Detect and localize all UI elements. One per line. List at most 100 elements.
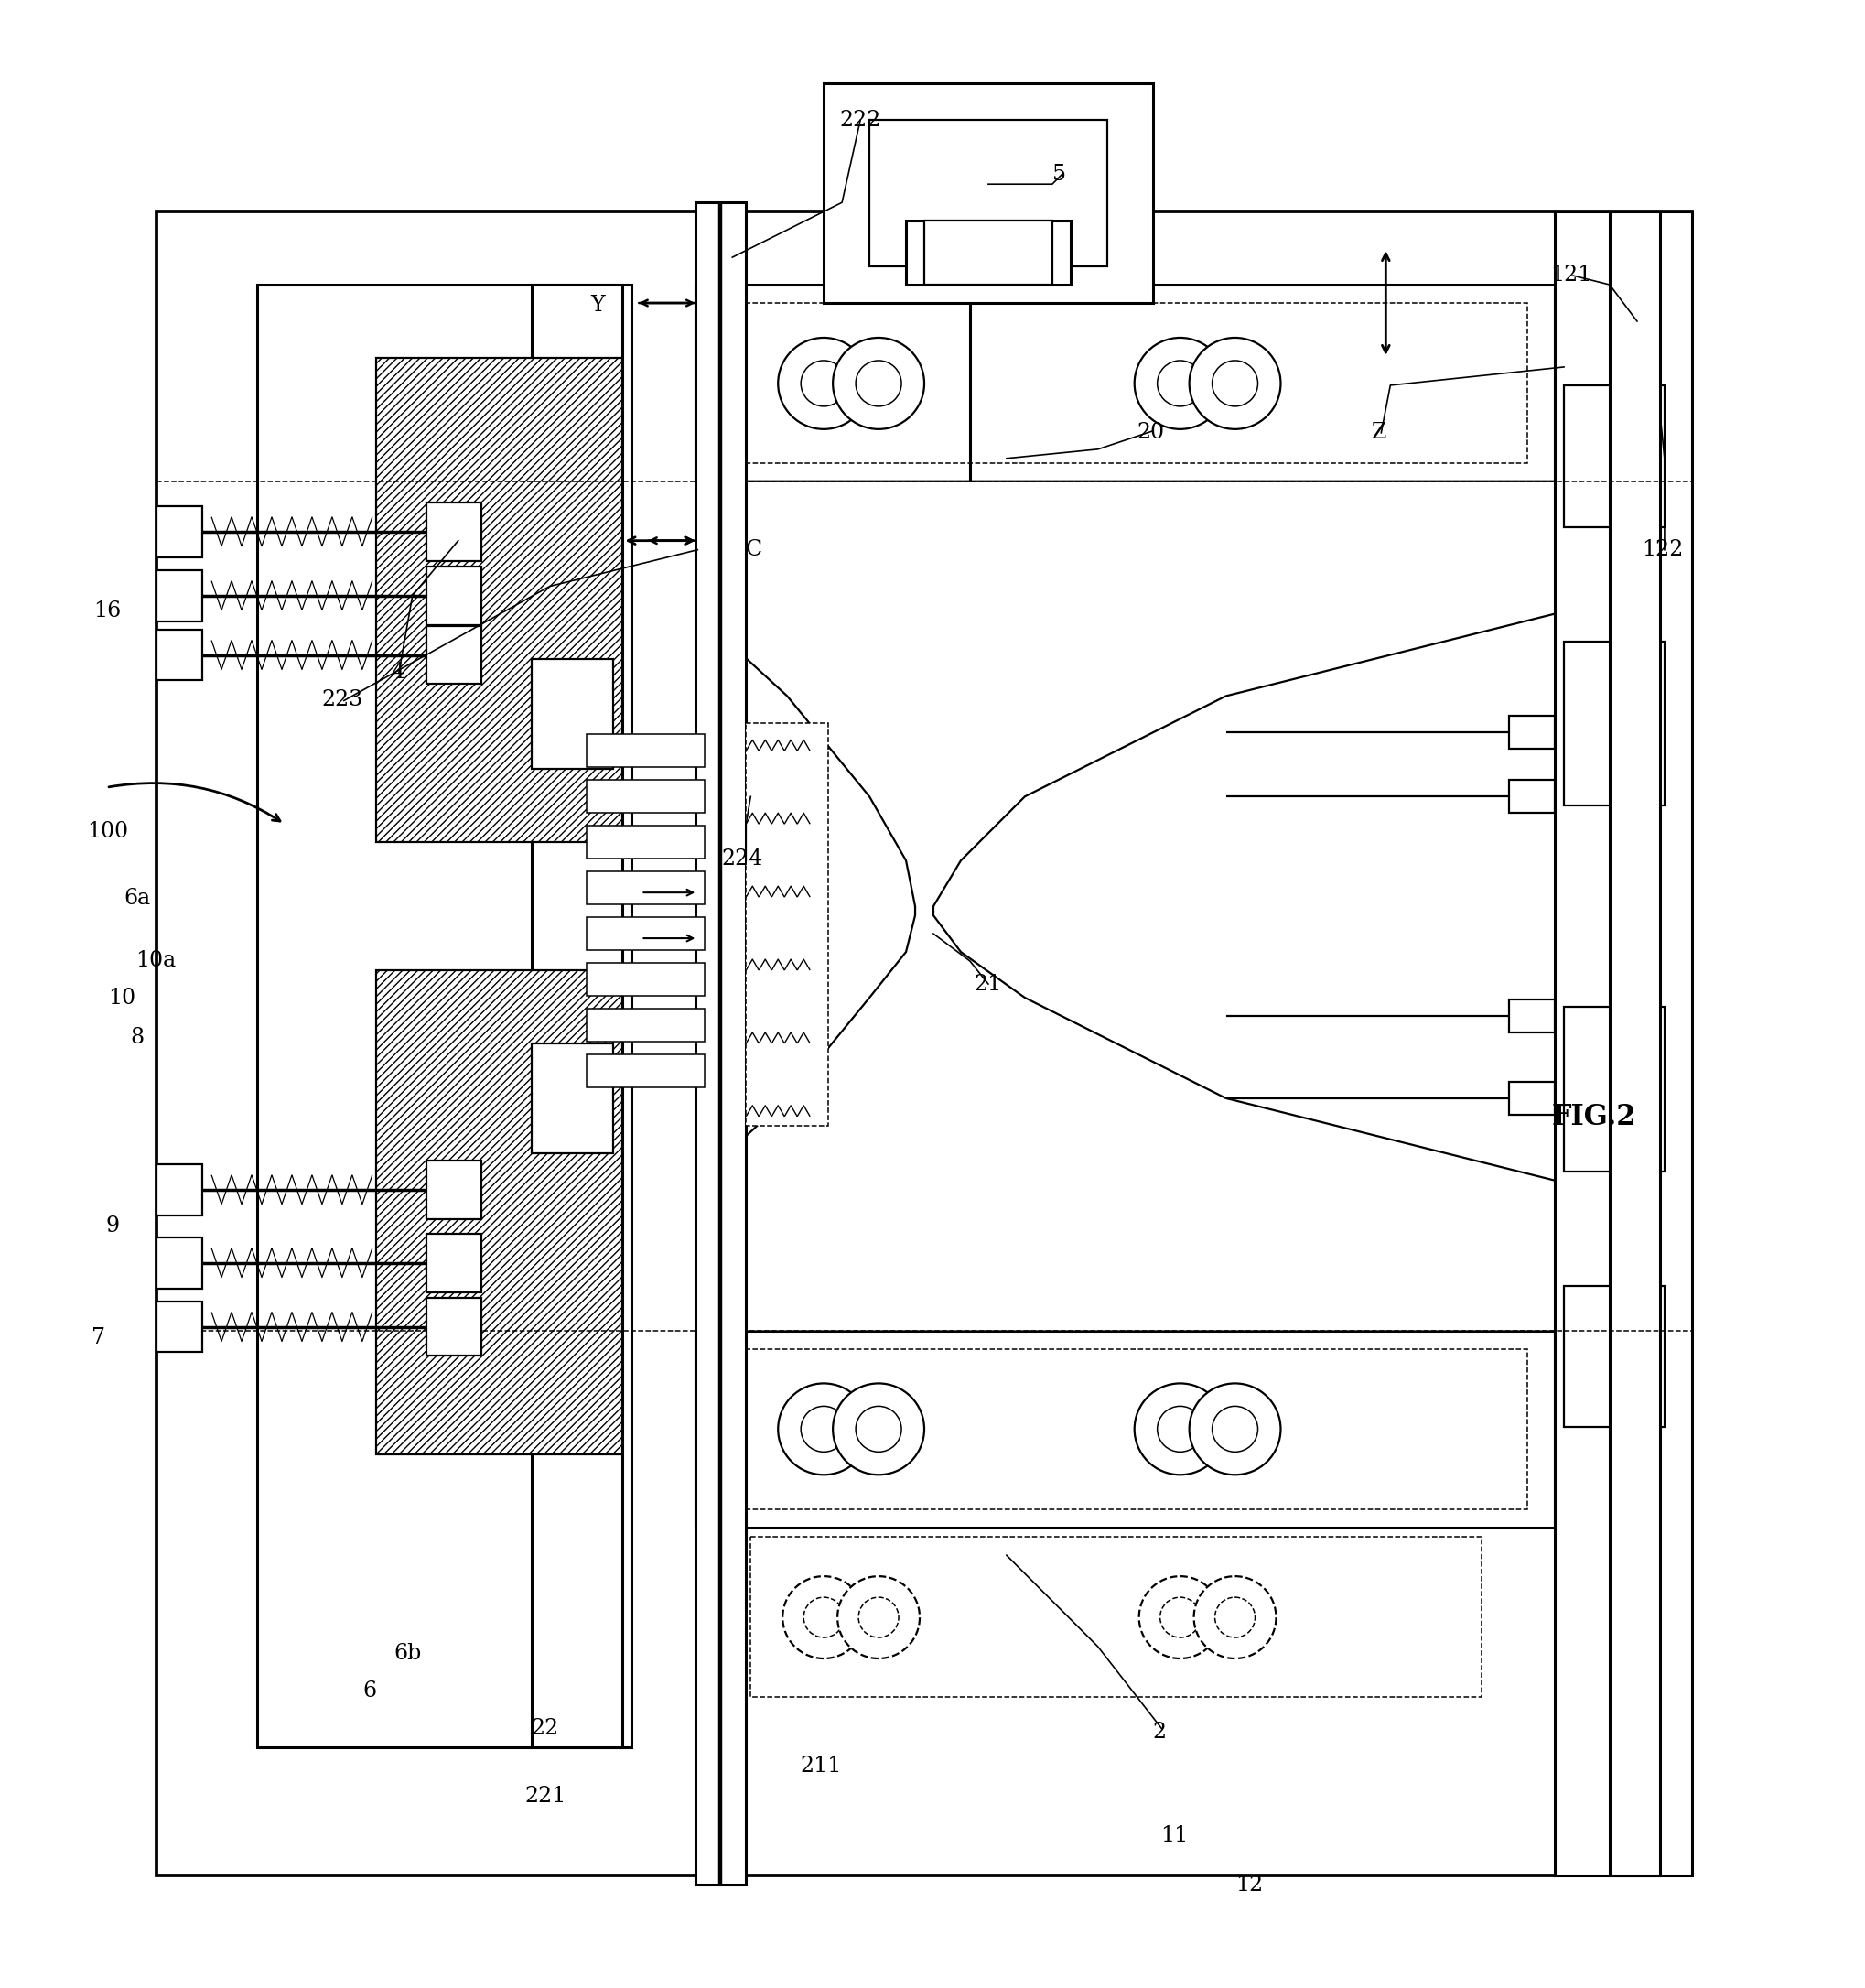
Text: 121: 121 (1550, 264, 1593, 286)
Text: Y: Y (589, 294, 604, 316)
Bar (586, 1054, 705, 1087)
Circle shape (778, 338, 869, 429)
Bar (586, 1008, 705, 1042)
Bar (586, 825, 705, 859)
Bar (746, 724, 828, 1125)
Bar (532, 284, 623, 1747)
Bar (1509, 716, 1555, 749)
Text: 224: 224 (722, 849, 763, 869)
Circle shape (1158, 360, 1203, 406)
Text: 100: 100 (88, 821, 129, 841)
Circle shape (834, 1384, 925, 1475)
Bar (586, 962, 705, 996)
Bar (696, 1332, 1555, 1529)
Circle shape (800, 1406, 847, 1451)
Bar (1555, 211, 1692, 1875)
Circle shape (856, 1406, 901, 1451)
Circle shape (1214, 1596, 1255, 1638)
Bar (1565, 642, 1664, 805)
Bar (824, 83, 1153, 302)
Circle shape (1194, 1576, 1276, 1658)
Text: 7: 7 (91, 1326, 104, 1348)
Bar (1565, 1286, 1664, 1427)
Circle shape (858, 1596, 899, 1638)
Text: 10: 10 (108, 988, 136, 1008)
Text: 2: 2 (1153, 1722, 1167, 1743)
Text: 20: 20 (1136, 421, 1164, 443)
Bar (1565, 386, 1664, 527)
Bar (1565, 1006, 1664, 1171)
Text: 22: 22 (532, 1718, 560, 1740)
Bar (586, 916, 705, 950)
Bar (1609, 211, 1660, 1875)
Bar (427, 1233, 481, 1292)
Text: 223: 223 (321, 690, 364, 710)
Bar (377, 970, 623, 1455)
Bar (157, 571, 201, 620)
Text: 16: 16 (93, 600, 121, 622)
Text: 21: 21 (975, 974, 1002, 994)
Text: 6b: 6b (394, 1642, 421, 1664)
Text: 10a: 10a (136, 950, 175, 970)
Circle shape (1140, 1576, 1222, 1658)
Circle shape (834, 338, 925, 429)
Text: 211: 211 (800, 1755, 841, 1777)
Text: FIG.2: FIG.2 (1552, 1103, 1636, 1131)
Text: 122: 122 (1641, 539, 1684, 561)
Bar (925, 221, 1052, 284)
Text: 4: 4 (392, 662, 405, 684)
Polygon shape (698, 481, 1555, 1332)
Circle shape (1134, 1384, 1225, 1475)
Circle shape (804, 1596, 843, 1638)
Text: 12: 12 (1235, 1875, 1263, 1897)
Text: 221: 221 (524, 1785, 565, 1807)
Circle shape (800, 360, 847, 406)
Bar (427, 1161, 481, 1219)
Circle shape (837, 1576, 919, 1658)
Bar (906, 221, 1071, 284)
Circle shape (783, 1576, 865, 1658)
Text: 9: 9 (106, 1217, 119, 1237)
Circle shape (1212, 1406, 1257, 1451)
Bar (157, 630, 201, 680)
Bar (696, 284, 1555, 481)
Bar (586, 871, 705, 905)
Circle shape (856, 360, 901, 406)
Bar (1509, 1081, 1555, 1115)
Bar (750, 1537, 1481, 1698)
Bar (427, 503, 481, 561)
Circle shape (1134, 338, 1225, 429)
Bar (869, 119, 1108, 266)
Circle shape (1190, 338, 1281, 429)
Text: Z: Z (1373, 421, 1388, 443)
Bar (427, 626, 481, 684)
Text: 6: 6 (364, 1680, 377, 1702)
Text: 222: 222 (839, 109, 880, 131)
Bar (532, 660, 614, 769)
Circle shape (1158, 1406, 1203, 1451)
Bar (586, 779, 705, 813)
Bar (1509, 779, 1555, 813)
Text: C: C (746, 539, 763, 561)
Bar (696, 203, 746, 1885)
Text: 8: 8 (131, 1028, 144, 1048)
Bar (1509, 1000, 1555, 1032)
Bar (427, 1298, 481, 1356)
Bar (157, 1300, 201, 1352)
Text: 5: 5 (1052, 163, 1067, 185)
Circle shape (1160, 1596, 1201, 1638)
Bar (532, 1044, 614, 1153)
Circle shape (1212, 360, 1257, 406)
Circle shape (1190, 1384, 1281, 1475)
Bar (157, 211, 1692, 1875)
Text: 6a: 6a (123, 889, 151, 909)
Bar (157, 505, 201, 557)
Bar (157, 1165, 201, 1215)
Text: 11: 11 (1160, 1825, 1188, 1847)
Bar (724, 302, 1527, 463)
Bar (586, 734, 705, 767)
Bar (157, 1237, 201, 1288)
Bar (427, 567, 481, 624)
Circle shape (778, 1384, 869, 1475)
Bar (377, 358, 623, 843)
